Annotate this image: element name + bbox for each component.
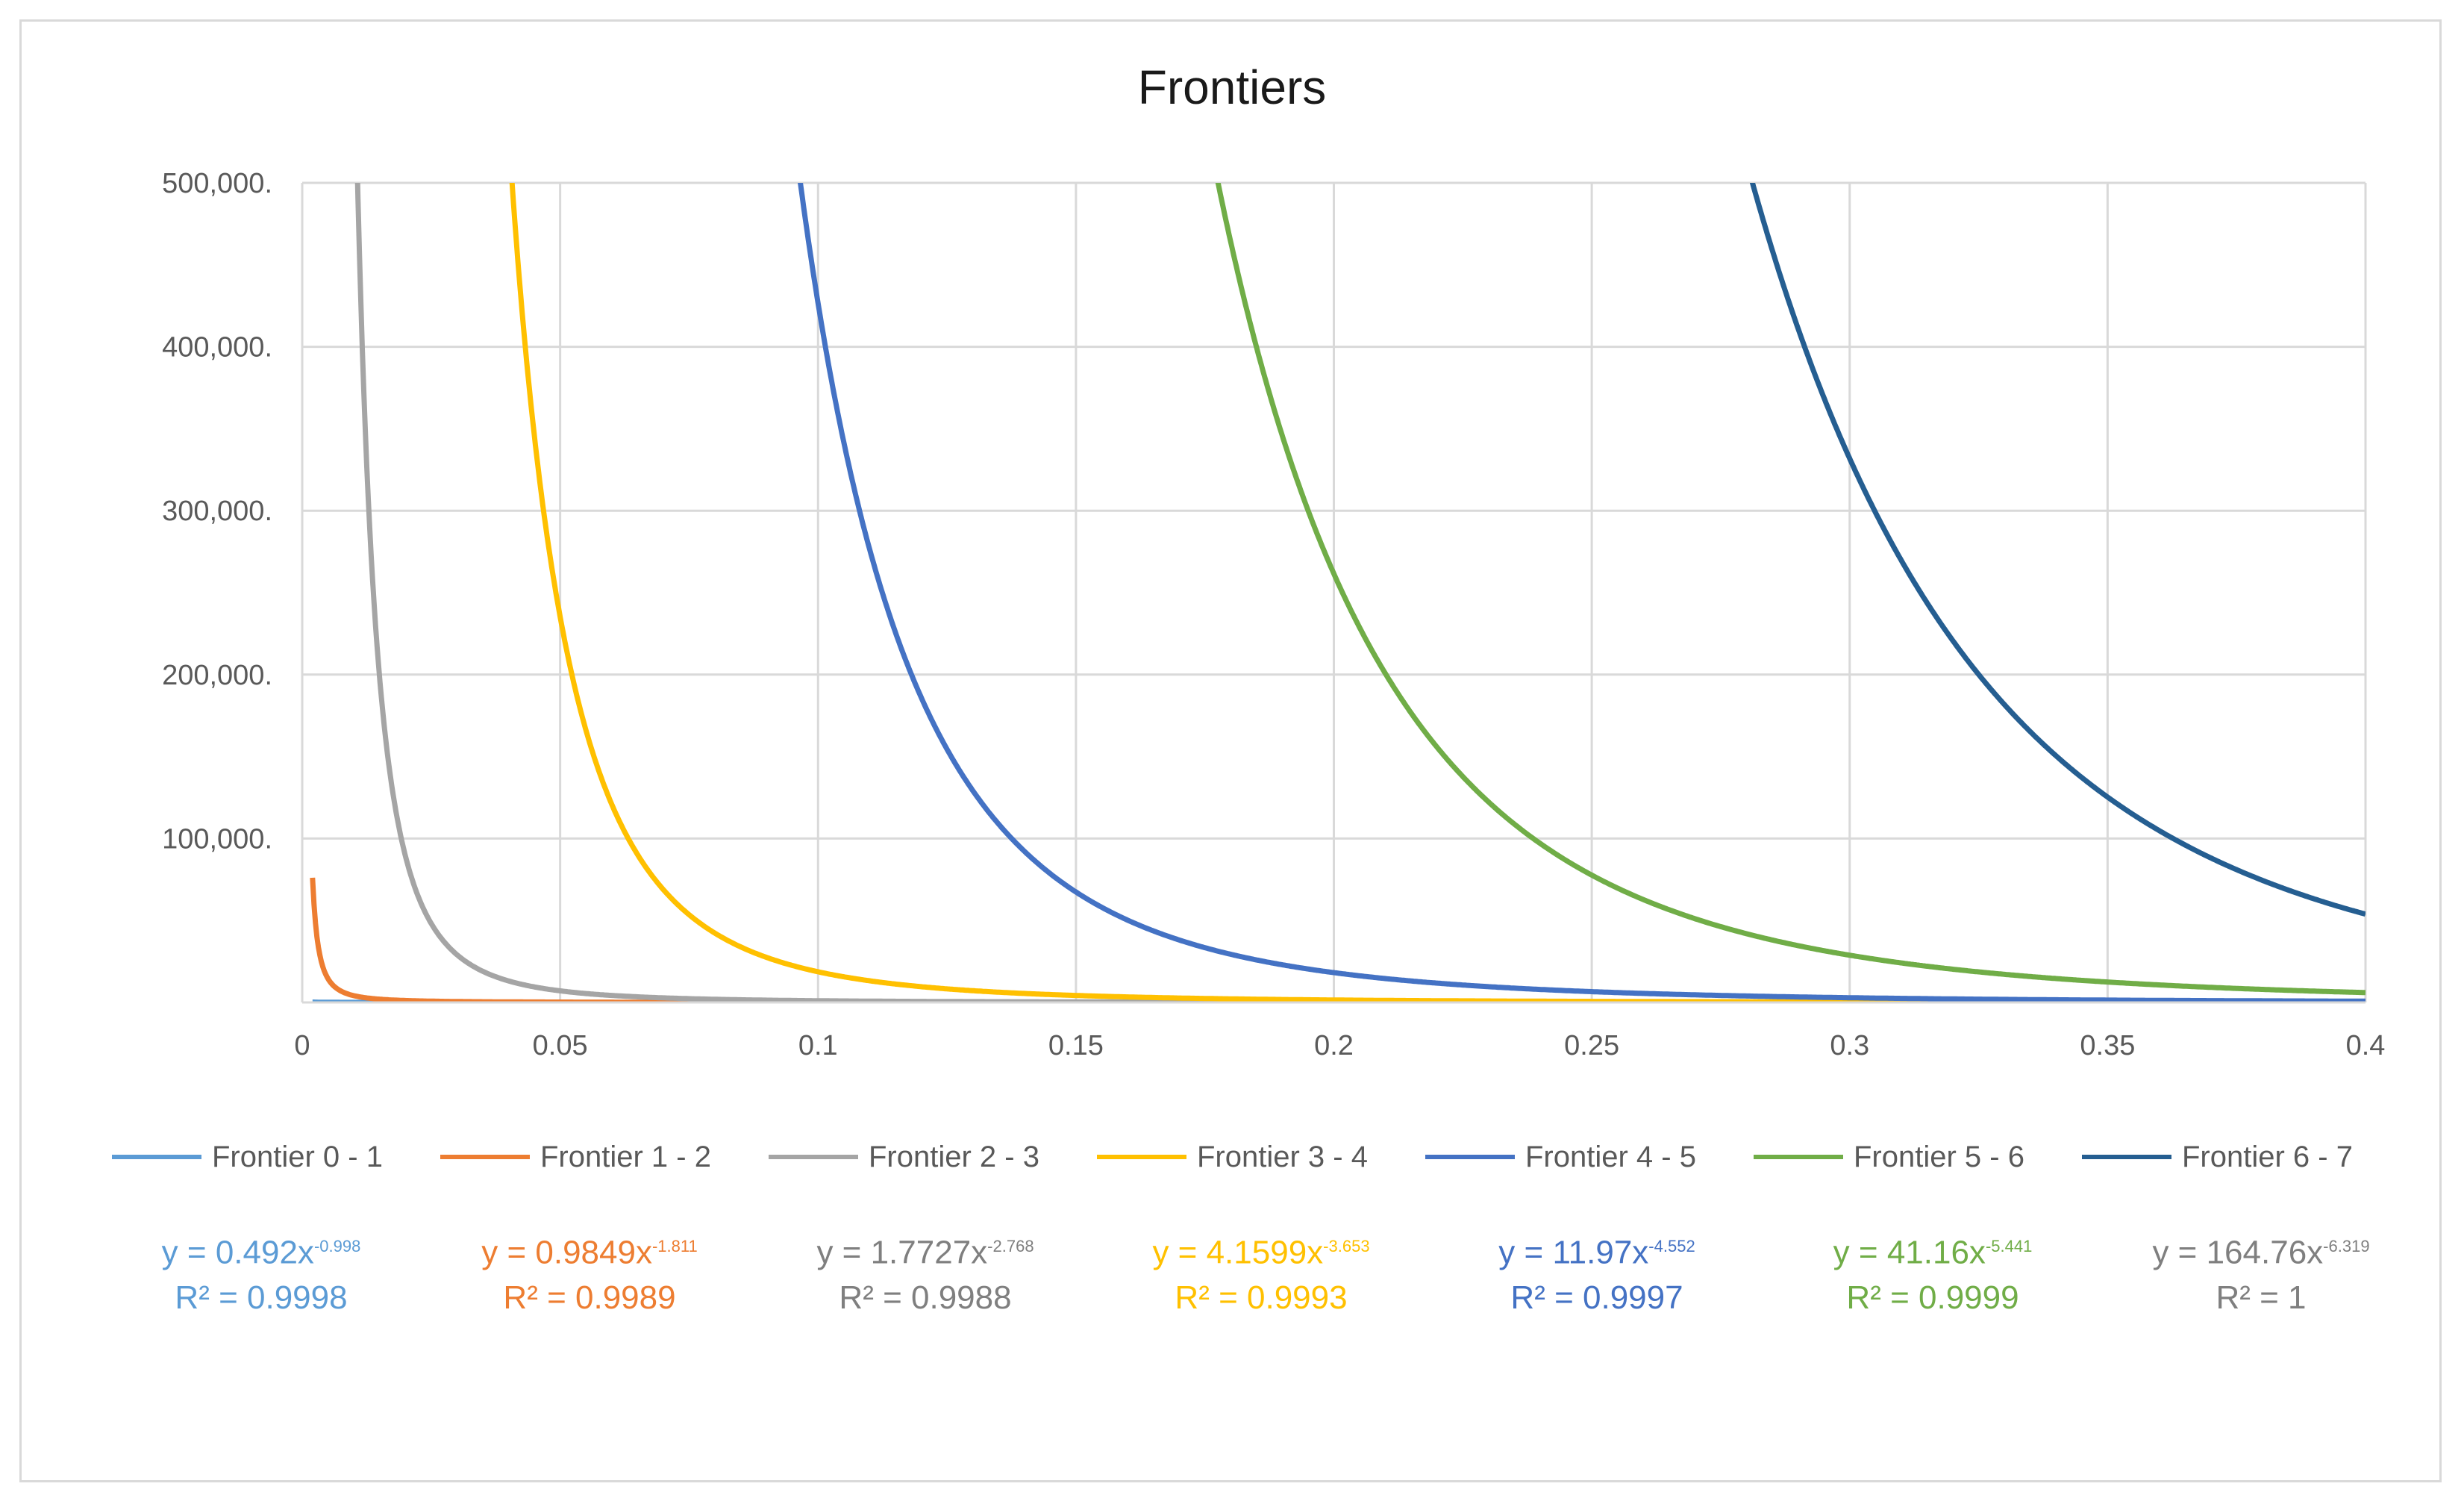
legend-label: Frontier 3 - 4 [1197, 1140, 1368, 1173]
r-squared: R² = 0.9993 [1175, 1279, 1348, 1316]
y-tick-label: 300,000. [162, 496, 272, 527]
trendline-equation: y = 164.76x-6.319 R² = 1 [2089, 1224, 2433, 1320]
legend-swatch [1097, 1155, 1186, 1159]
legend-item: Frontier 0 - 1 [112, 1135, 383, 1179]
legend-label: Frontier 5 - 6 [1854, 1140, 2024, 1173]
equation-exponent: -1.811 [651, 1237, 698, 1255]
legend-swatch [1754, 1155, 1843, 1159]
x-tick-label: 0.2 [1314, 1030, 1354, 1061]
x-tick-label: 0.15 [1048, 1030, 1104, 1061]
equation-text: y = 164.76x [2152, 1234, 2324, 1271]
chart-title: Frontiers [1137, 60, 1327, 114]
legend-swatch [112, 1155, 201, 1159]
equation-exponent: -2.768 [987, 1237, 1034, 1255]
legend-label: Frontier 0 - 1 [212, 1140, 383, 1173]
equation-text: y = 0.492x [161, 1234, 314, 1271]
trendline-equation: y = 4.1599x-3.653 R² = 0.9993 [1089, 1224, 1433, 1320]
y-tick-label: 500,000. [162, 168, 272, 199]
x-tick-label: 0 [294, 1030, 310, 1061]
equation-text: y = 0.9849x [481, 1234, 652, 1271]
legend: Frontier 0 - 1 Frontier 1 - 2 Frontier 2 -… [112, 1135, 2425, 1179]
chart-frame [19, 19, 2442, 1482]
gridlines [301, 181, 2367, 1002]
r-squared: R² = 1 [2216, 1279, 2307, 1316]
legend-item: Frontier 2 - 3 [769, 1135, 1039, 1179]
legend-label: Frontier 1 - 2 [540, 1140, 711, 1173]
x-tick-label: 0.25 [1564, 1030, 1619, 1061]
legend-item: Frontier 4 - 5 [1425, 1135, 1696, 1179]
y-tick-label: 100,000. [162, 823, 272, 855]
x-tick-label: 0.35 [2080, 1030, 2135, 1061]
legend-item: Frontier 6 - 7 [2082, 1135, 2353, 1179]
y-axis-ticks: 100,000. 200,000. 300,000. 400,000. 500,000. [162, 168, 272, 855]
x-tick-label: 0.3 [1830, 1030, 1869, 1061]
legend-swatch [2082, 1155, 2171, 1159]
r-squared: R² = 0.9999 [1846, 1279, 2019, 1316]
r-squared: R² = 0.9997 [1510, 1279, 1683, 1316]
equation-exponent: -3.653 [1323, 1237, 1370, 1255]
x-tick-label: 0.1 [798, 1030, 838, 1061]
legend-item: Frontier 5 - 6 [1754, 1135, 2024, 1179]
legend-item: Frontier 3 - 4 [1097, 1135, 1368, 1179]
trendline-equation: y = 1.7727x-2.768 R² = 0.9988 [754, 1224, 1097, 1320]
y-tick-label: 400,000. [162, 332, 272, 364]
equation-exponent: -0.998 [313, 1237, 361, 1255]
legend-label: Frontier 2 - 3 [869, 1140, 1039, 1173]
r-squared: R² = 0.9989 [503, 1279, 676, 1316]
trendline-equation: y = 11.97x-4.552 R² = 0.9997 [1425, 1224, 1769, 1320]
trendline-equation: y = 41.16x-5.441 R² = 0.9999 [1761, 1224, 2104, 1320]
trendline-equation: y = 0.9849x-1.811 R² = 0.9989 [418, 1224, 761, 1320]
equation-text: y = 11.97x [1498, 1234, 1649, 1271]
legend-label: Frontier 4 - 5 [1525, 1140, 1696, 1173]
series-line-6 [1749, 183, 2365, 917]
r-squared: R² = 0.9998 [175, 1279, 348, 1316]
legend-label: Frontier 6 - 7 [2182, 1140, 2353, 1173]
equation-text: y = 1.7727x [816, 1234, 988, 1271]
r-squared: R² = 0.9988 [839, 1279, 1012, 1316]
series-line-1 [310, 877, 2365, 1002]
equation-exponent: -6.319 [2323, 1237, 2370, 1255]
y-tick-label: 200,000. [162, 660, 272, 691]
legend-swatch [1425, 1155, 1515, 1159]
x-axis-ticks: 0 0.05 0.1 0.15 0.2 0.25 0.3 0.35 0.4 [294, 1030, 2385, 1061]
series-line-5 [1215, 183, 2365, 996]
legend-swatch [769, 1155, 858, 1159]
x-tick-label: 0.05 [533, 1030, 588, 1061]
equation-exponent: -5.441 [1985, 1237, 2033, 1255]
equation-text: y = 4.1599x [1152, 1234, 1324, 1271]
legend-swatch [440, 1155, 530, 1159]
equation-text: y = 41.16x [1833, 1234, 1986, 1271]
series-line-4 [798, 183, 2365, 1002]
legend-item: Frontier 1 - 2 [440, 1135, 711, 1179]
trendline-equation: y = 0.492x-0.998 R² = 0.9998 [90, 1224, 433, 1320]
x-tick-label: 0.4 [2346, 1030, 2386, 1061]
equation-exponent: -4.552 [1648, 1237, 1695, 1255]
